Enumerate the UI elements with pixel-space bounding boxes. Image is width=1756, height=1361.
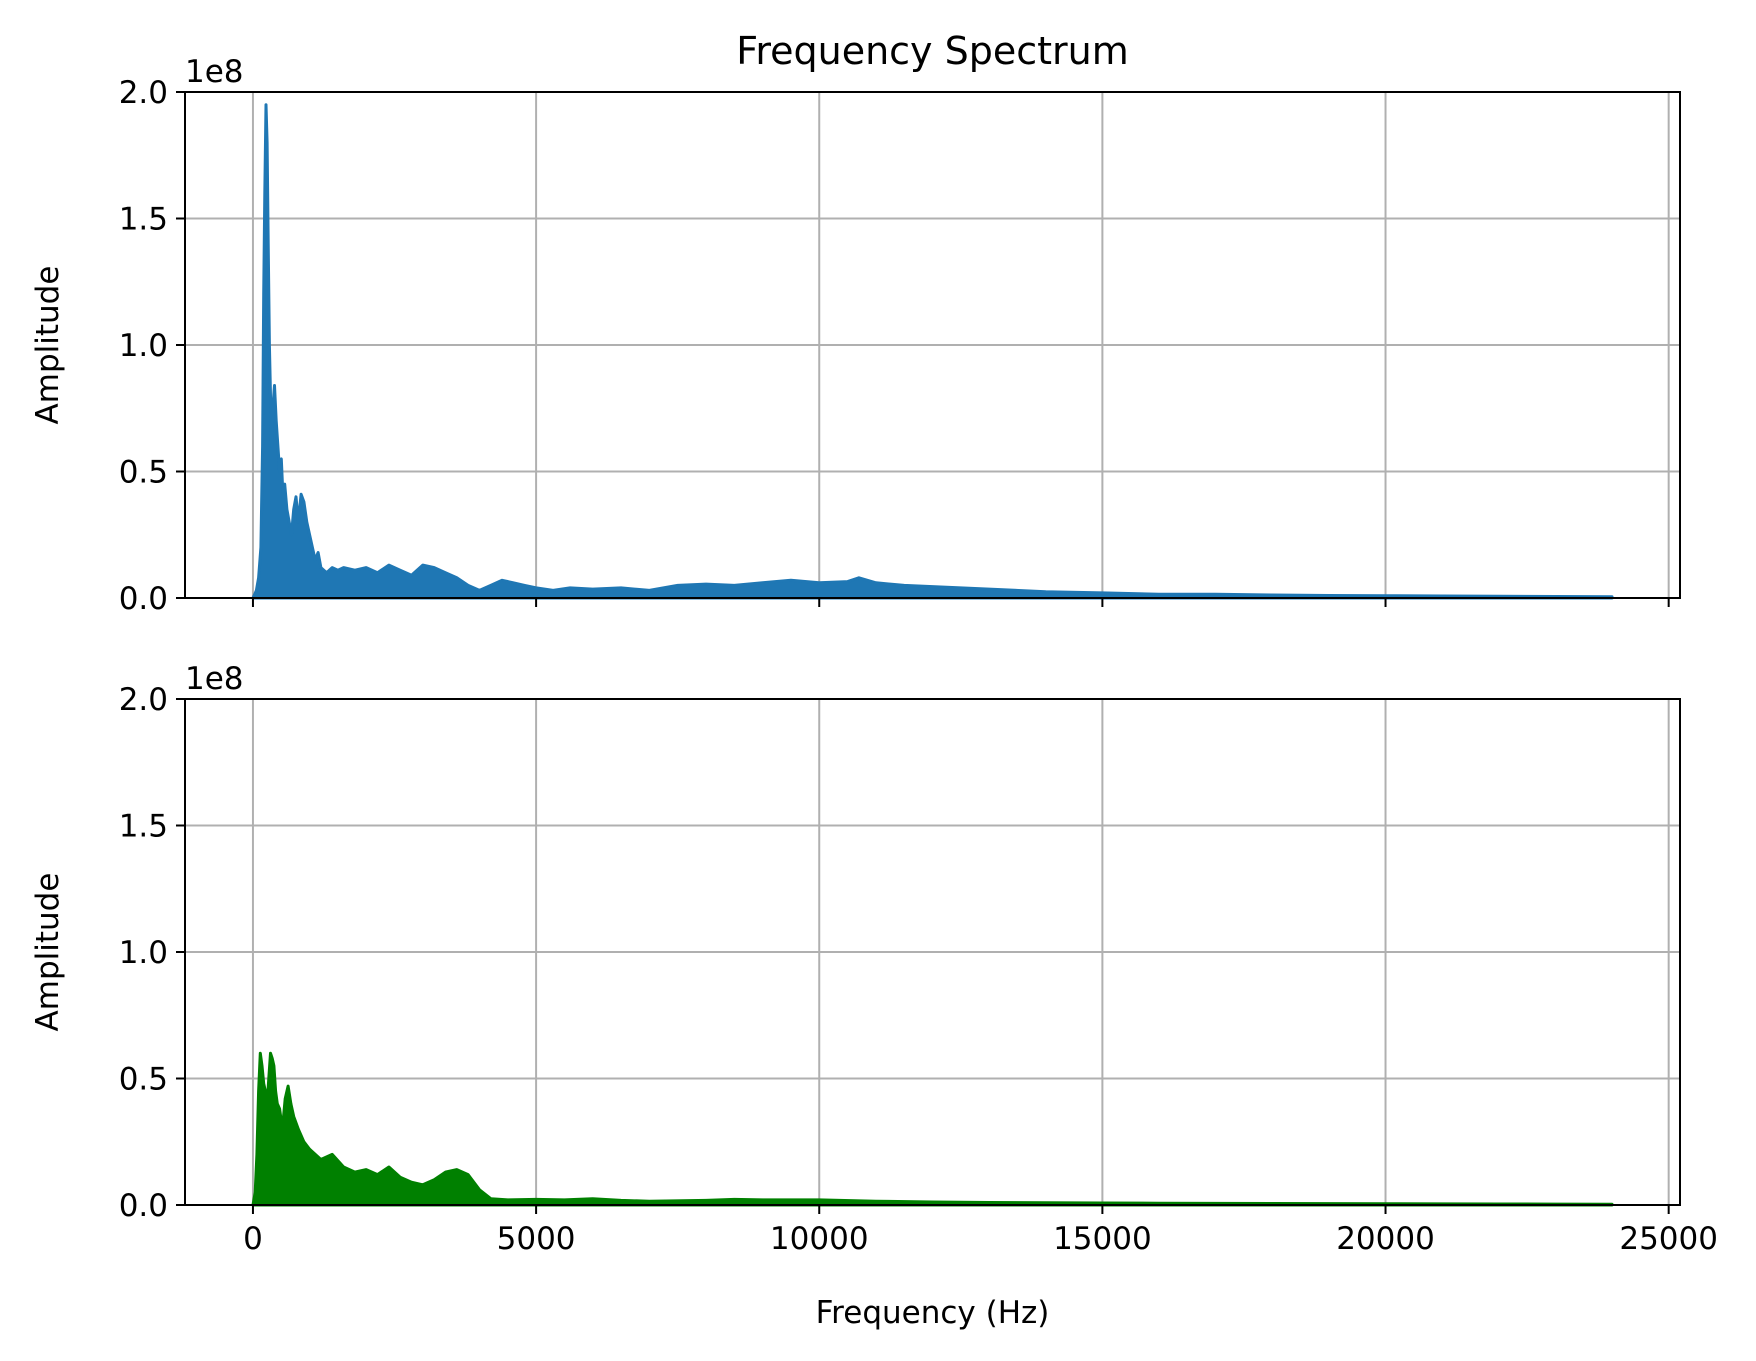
x-tick-label: 5000: [497, 1221, 576, 1257]
spectrum-series-1: [251, 103, 1614, 600]
y-tick-label: 1.5: [119, 809, 168, 845]
y-tick-label: 0.0: [119, 581, 168, 617]
y-offset-label: 1e8: [185, 661, 244, 697]
x-tick-label: 0: [243, 1221, 263, 1257]
x-tick-label: 20000: [1336, 1221, 1435, 1257]
x-tick-label: 25000: [1619, 1221, 1718, 1257]
y-axis-label: Amplitude: [30, 266, 66, 425]
y-tick-label: 2.0: [119, 682, 168, 718]
y-offset-label: 1e8: [185, 54, 244, 90]
y-tick-label: 2.0: [119, 75, 168, 111]
y-tick-label: 0.5: [119, 1062, 168, 1098]
y-tick-label: 1.0: [119, 935, 168, 971]
y-tick-label: 0.5: [119, 455, 168, 491]
x-tick-label: 15000: [1053, 1221, 1152, 1257]
y-axis-label: Amplitude: [30, 873, 66, 1032]
y-tick-label: 1.0: [119, 328, 168, 364]
spectrum-series-2: [251, 1051, 1614, 1207]
x-axis-label: Frequency (Hz): [816, 1295, 1050, 1331]
chart-title: Frequency Spectrum: [736, 29, 1129, 73]
y-tick-label: 1.5: [119, 202, 168, 238]
y-tick-label: 0.0: [119, 1188, 168, 1224]
x-tick-label: 10000: [770, 1221, 869, 1257]
